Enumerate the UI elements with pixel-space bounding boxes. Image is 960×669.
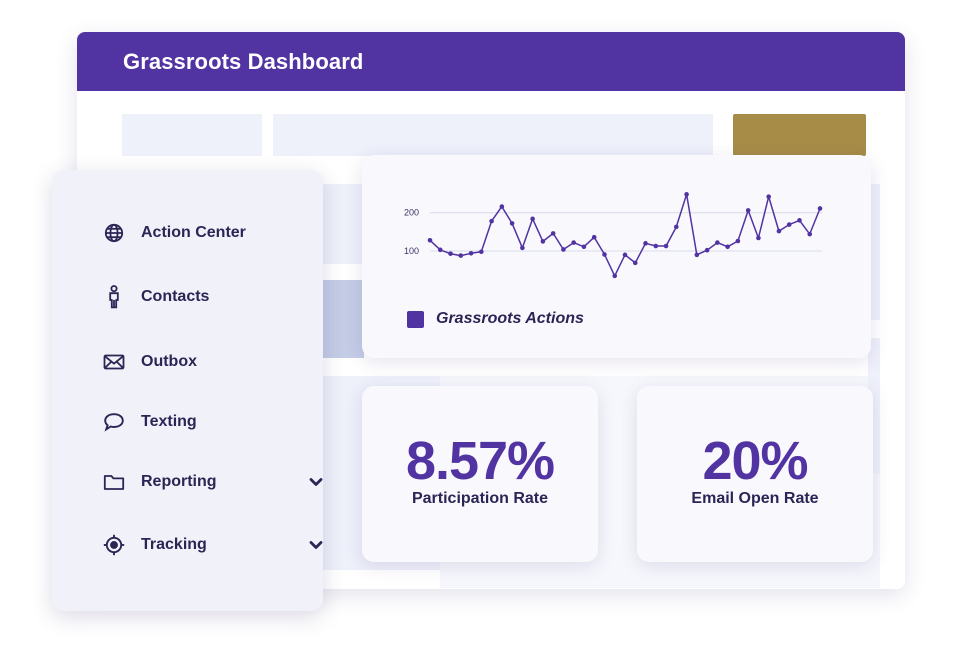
dashboard-header: Grassroots Dashboard — [77, 32, 905, 91]
data-point — [612, 273, 618, 279]
data-point — [499, 204, 505, 209]
data-point — [437, 247, 443, 253]
envelope-icon — [102, 350, 126, 374]
data-point — [817, 206, 823, 211]
data-point — [571, 240, 576, 245]
sidebar-item-label: Reporting — [141, 473, 217, 490]
data-point — [797, 218, 802, 223]
data-point — [427, 237, 433, 243]
data-point — [725, 244, 730, 250]
data-point — [540, 239, 546, 244]
data-point — [715, 240, 720, 245]
data-point — [745, 208, 751, 213]
chevron-down-icon[interactable] — [306, 472, 326, 492]
sidebar-item-texting[interactable]: Texting — [102, 408, 197, 436]
participation-rate-label: Participation Rate — [411, 490, 549, 507]
placeholder-search-bar — [273, 114, 713, 156]
data-point — [448, 251, 453, 256]
data-point — [458, 253, 464, 258]
data-point — [694, 252, 700, 258]
sidebar-item-label: Outbox — [141, 353, 197, 370]
legend-swatch — [407, 310, 424, 328]
legend-label: Grassroots Actions — [436, 310, 584, 327]
sidebar-item-outbox[interactable]: Outbox — [102, 348, 197, 376]
data-point — [520, 245, 525, 251]
data-point — [530, 216, 535, 222]
sidebar-item-label: Texting — [141, 413, 197, 430]
sidebar-item-contacts[interactable]: Contacts — [102, 283, 209, 311]
data-point — [776, 228, 782, 234]
data-point — [786, 222, 792, 227]
placeholder-filter-1 — [122, 114, 262, 156]
data-point — [479, 249, 484, 255]
sidebar-item-label: Contacts — [141, 288, 210, 305]
data-point — [766, 194, 771, 199]
data-point — [653, 243, 659, 249]
chart-legend: Grassroots Actions — [407, 310, 584, 328]
data-point — [643, 241, 648, 246]
sidebar-item-reporting[interactable]: Reporting — [102, 468, 326, 496]
placeholder-panel-right-top — [868, 184, 880, 320]
data-point — [756, 235, 761, 241]
data-point — [489, 218, 494, 224]
data-point — [622, 252, 628, 258]
y-tick-label: 200 — [404, 208, 419, 218]
sidebar-item-label: Tracking — [141, 536, 207, 553]
data-point — [674, 224, 679, 230]
sidebar-item-tracking[interactable]: Tracking — [102, 531, 326, 559]
globe-icon — [102, 221, 126, 245]
data-point — [591, 234, 597, 240]
data-point — [550, 231, 556, 236]
data-point — [509, 221, 515, 226]
data-point — [602, 252, 607, 257]
dashboard-title: Grassroots Dashboard — [123, 48, 364, 74]
email-open-rate-value: 20% — [702, 431, 808, 491]
speech-bubble-icon — [102, 410, 126, 434]
crosshair-icon — [102, 533, 126, 557]
y-tick-label: 100 — [404, 246, 419, 256]
participation-rate-value: 8.57% — [405, 431, 555, 491]
placeholder-action-button — [733, 114, 866, 156]
chevron-down-icon[interactable] — [306, 535, 326, 555]
data-point — [704, 247, 710, 253]
folder-icon — [102, 470, 126, 494]
email-open-rate-card: 20% Email Open Rate — [637, 386, 873, 562]
data-point — [632, 260, 638, 266]
person-icon — [102, 285, 126, 309]
data-point — [684, 192, 689, 197]
participation-rate-card: 8.57% Participation Rate — [362, 386, 598, 562]
email-open-rate-label: Email Open Rate — [691, 490, 819, 507]
sidebar-nav: Action Center Contacts Outbox Te — [52, 170, 323, 611]
grassroots-actions-chart: 100 200 — [404, 192, 823, 279]
series-line — [429, 193, 821, 277]
sidebar-item-action-center[interactable]: Action Center — [102, 219, 246, 247]
data-point — [735, 238, 741, 244]
grassroots-actions-chart-card: 100 200 Grassroots Actions — [362, 155, 871, 358]
data-point — [663, 243, 669, 249]
data-point — [561, 247, 566, 252]
placeholder-highlight-panel — [320, 280, 364, 358]
data-point — [468, 250, 474, 256]
data-point — [581, 244, 587, 250]
sidebar-item-label: Action Center — [141, 224, 246, 241]
data-point — [807, 231, 813, 237]
